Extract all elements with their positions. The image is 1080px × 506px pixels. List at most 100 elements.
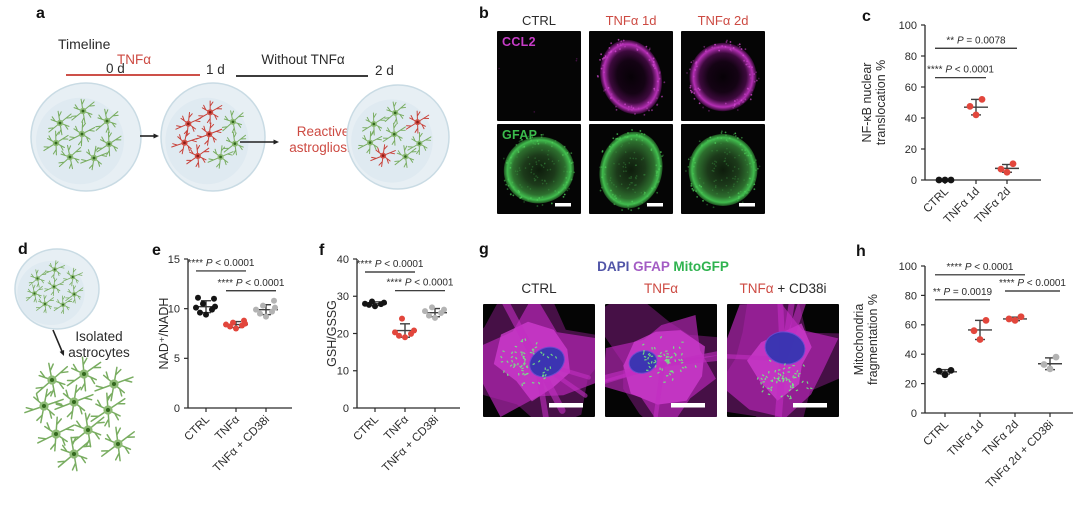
data-points — [997, 160, 1017, 176]
micrograph-ccl2-tnfa1d — [589, 31, 673, 121]
data-point — [997, 165, 1005, 173]
data-point — [233, 325, 239, 332]
panel-a-label: a — [36, 5, 45, 22]
y-axis-label: fragmentation % — [866, 294, 880, 385]
data-points — [392, 315, 417, 341]
astrocyte-normal — [382, 122, 406, 146]
x-category-label: CTRL — [921, 418, 951, 448]
y-tick-label: 40 — [905, 113, 917, 125]
chart-nfkb-translocation: 0 20 40 60 80 100 NF-κB nuclear translocation %… — [860, 20, 1041, 226]
data-point — [1009, 160, 1017, 168]
data-point — [257, 310, 263, 317]
data-point — [982, 316, 990, 324]
x-category-label: CTRL — [182, 413, 212, 443]
astrocyte-normal — [25, 284, 44, 303]
data-point — [253, 306, 259, 313]
stain-legend-gfap: GFAP — [629, 259, 670, 274]
astrocyte-reactive — [196, 122, 223, 146]
astrocyte-normal — [36, 294, 54, 314]
panel-d-label: d — [18, 241, 28, 258]
data-points — [193, 294, 218, 318]
y-tick-label: 0 — [911, 175, 917, 187]
y-tick-label: 20 — [905, 144, 917, 156]
data-point — [426, 312, 432, 319]
astrocyte-normal — [394, 145, 417, 168]
stain-legend-mitogfp: MitoGFP — [669, 259, 729, 274]
astrocyte-reactive — [370, 144, 396, 167]
data-point — [978, 96, 986, 103]
astrocyte-normal — [28, 269, 47, 288]
timeline-time-1: 1 d — [206, 62, 225, 77]
caption-line1: Isolated — [75, 329, 123, 344]
y-tick-label: 0 — [343, 403, 349, 415]
astrocyte-normal — [80, 145, 108, 171]
astrocyte-normal — [223, 131, 247, 156]
header-part: + CD38i — [773, 281, 827, 296]
annotation-line1: Reactive — [296, 124, 350, 139]
data-point — [272, 304, 278, 311]
micrograph-cell-ctrl — [483, 304, 595, 417]
stain-label-gfap: GFAP — [502, 128, 538, 142]
astrocyte-normal — [100, 426, 136, 462]
significance-label: **** P < 0.0001 — [217, 278, 284, 289]
data-point — [976, 336, 984, 343]
data-point — [935, 176, 943, 184]
data-point — [411, 327, 417, 334]
data-point — [935, 367, 943, 375]
organoid-day1-illustration — [160, 82, 266, 192]
organoid-day2-illustration — [346, 84, 450, 190]
data-points — [935, 366, 955, 379]
panel-b-label: b — [479, 5, 489, 22]
data-point — [197, 309, 203, 316]
panel-g-col-header-tnfa-cd38i: TNFα + CD38i — [727, 281, 839, 296]
astrocyte-normal — [54, 384, 94, 420]
data-point — [381, 299, 387, 306]
astrocyte-normal — [90, 392, 126, 428]
data-point — [972, 111, 980, 119]
data-point — [1017, 313, 1025, 321]
astrocyte-normal — [221, 110, 244, 134]
astrocyte-reactive — [197, 100, 223, 125]
scale-bar — [647, 203, 663, 207]
isolated-astrocytes-illustration — [24, 356, 136, 472]
astrocyte-normal — [407, 132, 432, 155]
astrocyte-normal — [68, 121, 96, 147]
panel-h-label: h — [856, 243, 866, 260]
y-tick-label: 30 — [337, 291, 349, 303]
data-point — [223, 321, 229, 328]
header-part: TNFα — [643, 281, 679, 296]
astrocyte-normal — [53, 295, 73, 315]
y-tick-label: 20 — [905, 378, 917, 390]
data-points — [362, 298, 387, 310]
data-point — [372, 303, 378, 310]
data-point — [369, 298, 375, 305]
significance-label: **** P < 0.0001 — [946, 262, 1013, 273]
astrocyte-normal — [44, 260, 66, 279]
chart-mitochondria-fragmentation: 0 20 40 60 80 100 Mitochondria fragmentation % C… — [852, 261, 1073, 491]
data-point — [1011, 316, 1019, 324]
axes: 0 10 20 30 40 — [337, 254, 460, 415]
x-category-label: TNFα + CD38i — [380, 414, 441, 475]
organoid-micrograph-blob — [686, 39, 760, 112]
data-point — [392, 329, 398, 336]
astrocyte-reactive — [186, 144, 210, 168]
significance-label: **** P < 0.0001 — [187, 258, 254, 269]
y-tick-label: 40 — [337, 254, 349, 266]
header-part: TNFα — [739, 281, 774, 296]
timeline-segment1-label: TNFα — [116, 52, 152, 67]
panel-f-label: f — [319, 242, 325, 259]
data-point — [429, 304, 435, 311]
significance-bar: **** P < 0.0001 — [386, 278, 454, 292]
y-tick-label: 10 — [168, 304, 180, 316]
data-points — [1040, 353, 1060, 373]
axes: 0 20 40 60 80 100 — [899, 261, 1073, 420]
data-point — [966, 102, 974, 110]
y-axis-label: NAD⁺/NADH — [157, 298, 171, 370]
significance-bar: **** P < 0.0001 — [217, 278, 285, 292]
organoid-micrograph-blob — [685, 130, 761, 209]
micrograph-gfap-tnfa2d — [681, 124, 765, 214]
y-axis-label: NF-κB nuclear — [860, 63, 874, 143]
data-point — [399, 315, 405, 322]
astrocyte-cell-art — [727, 304, 839, 417]
panel-g-col-header-ctrl: CTRL — [483, 281, 595, 296]
